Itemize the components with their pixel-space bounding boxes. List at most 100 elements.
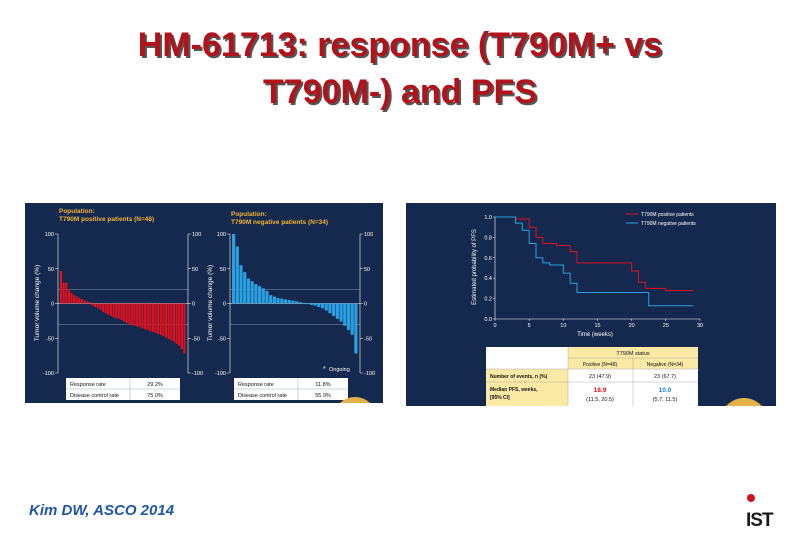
pfs-svg: Estimated probability of PFS Time (weeks… <box>472 212 762 406</box>
pfs-y-tick-label: 1.0 <box>484 215 492 221</box>
negative-bar <box>306 303 310 305</box>
slide-title-line-2: T790M-) and PFS <box>263 73 537 111</box>
positive-bar <box>175 303 178 344</box>
negative-tick-label: 100 <box>217 232 226 238</box>
negative-tick-label: 50 <box>364 267 370 273</box>
positive-tick-label: 100 <box>45 232 54 238</box>
pfs-negative-curve <box>495 216 694 307</box>
positive-bar <box>91 303 94 306</box>
pfs-x-tick-label: 20 <box>629 323 635 329</box>
positive-tick-label: 50 <box>48 267 54 273</box>
negative-population-label: Population: <box>231 211 267 218</box>
negative-bar <box>324 303 328 311</box>
positive-bar <box>70 293 73 304</box>
median-pfs-negative-ci: (5.7, 11.5) <box>653 397 678 403</box>
negative-bar <box>332 303 336 317</box>
positive-bar <box>112 303 115 318</box>
positive-bar <box>104 303 107 314</box>
events-negative: 23 (67.7) <box>654 374 676 380</box>
negative-bar <box>320 303 325 309</box>
positive-bar <box>109 303 112 317</box>
negative-bar <box>346 303 351 330</box>
pfs-x-tick-label: 15 <box>594 323 600 329</box>
negative-bar <box>269 295 273 304</box>
positive-dcr-label: Disease control rate <box>70 393 119 399</box>
positive-tick-label: 0 <box>51 302 54 308</box>
positive-bar <box>128 303 131 325</box>
median-pfs-positive-ci: (11.5, 20.5) <box>586 397 614 403</box>
negative-tick-label: 50 <box>220 267 226 273</box>
positive-bar <box>167 303 170 339</box>
positive-bar <box>107 303 110 315</box>
positive-bar <box>78 297 81 304</box>
negative-bar <box>309 303 314 305</box>
pfs-positive-curve <box>495 216 694 291</box>
pfs-x-tick-label: 10 <box>560 323 566 329</box>
negative-bar <box>302 302 306 304</box>
positive-tick-label: -100 <box>43 371 54 377</box>
ist-logo-graphic: IST <box>746 494 775 529</box>
pfs-col-positive: Positive (N=48) <box>583 362 618 368</box>
decorative-circle <box>726 398 762 406</box>
negative-bar <box>276 297 280 304</box>
legend-positive-label: T790M positive patients <box>641 212 694 218</box>
negative-bar <box>265 290 269 304</box>
positive-bar <box>67 289 70 304</box>
positive-bar <box>86 301 89 304</box>
slide-title: HM-61713: response (T790M+ vs T790M-) an… <box>40 22 760 116</box>
positive-bar <box>162 303 165 337</box>
median-pfs-ci-label: [95% CI] <box>490 395 510 401</box>
negative-dcr-label: Disease control rate <box>238 393 287 399</box>
positive-bar <box>94 303 97 307</box>
positive-bar <box>115 303 118 319</box>
pfs-legend: T790M positive patients T790M negative p… <box>626 212 696 227</box>
positive-bar <box>136 303 139 327</box>
negative-tick-label: 0 <box>223 302 226 308</box>
negative-rate-table: Response rate 11.8% Disease control rate… <box>234 378 348 400</box>
negative-bar <box>343 303 347 326</box>
positive-bar <box>99 303 102 310</box>
negative-response-rate-label: Response rate <box>238 382 274 388</box>
negative-bar <box>298 302 302 304</box>
negative-bar <box>243 272 247 304</box>
positive-population-label: Population: <box>59 208 95 215</box>
pfs-col-negative: Negative (N=34) <box>647 362 684 368</box>
positive-bar <box>149 303 152 332</box>
events-row-label: Number of events, n (%) <box>490 374 548 380</box>
negative-bar <box>272 296 276 304</box>
pfs-y-tick-label: 0.2 <box>484 297 492 303</box>
positive-bar <box>138 303 141 328</box>
positive-bar <box>130 303 133 326</box>
waterfall-figure: Population: T790M positive patients (N=4… <box>25 203 383 403</box>
positive-waterfall-plot: 100 100 50 50 0 0 -50 -50 -100 -100 <box>43 232 203 377</box>
negative-bar <box>287 300 291 304</box>
positive-bar <box>96 303 99 309</box>
ongoing-marker: * <box>323 366 326 373</box>
svg-text:IST: IST <box>746 510 774 529</box>
positive-bar <box>178 303 181 346</box>
positive-bar <box>65 282 68 304</box>
negative-waterfall-plot: 100 100 50 50 0 0 -50 -50 -100 -100 <box>215 232 375 377</box>
pfs-y-axis-label: Estimated probability of PFS <box>472 229 478 305</box>
positive-bar <box>75 296 78 304</box>
positive-tick-label: 50 <box>192 267 198 273</box>
positive-bar <box>151 303 154 332</box>
pfs-y-tick-label: 0.0 <box>484 317 492 323</box>
median-pfs-positive: 18.9 <box>594 387 607 394</box>
pfs-km-plot: 0 5 10 15 20 25 30 0.0 0.2 0.4 0.6 0.8 1.0 <box>484 215 703 329</box>
pfs-x-tick-label: 30 <box>697 323 703 329</box>
ist-logo: IST <box>744 493 784 529</box>
positive-population-desc: T790M positive patients (N=48) <box>59 216 154 223</box>
positive-bar <box>165 303 168 338</box>
positive-bar <box>102 303 105 312</box>
pfs-x-tick-label: 5 <box>528 323 531 329</box>
negative-dcr-value: 55.9% <box>315 393 331 399</box>
positive-bar <box>159 303 162 335</box>
positive-bar <box>183 303 186 354</box>
citation: Kim DW, ASCO 2014 <box>29 502 175 519</box>
positive-tick-label: -50 <box>192 336 200 342</box>
positive-y-axis-label: Tumor volume change (%) <box>34 265 41 341</box>
pfs-y-tick-label: 0.6 <box>484 256 492 262</box>
negative-population-desc: T790M negative patients (N=34) <box>231 219 328 226</box>
positive-bar <box>144 303 147 330</box>
